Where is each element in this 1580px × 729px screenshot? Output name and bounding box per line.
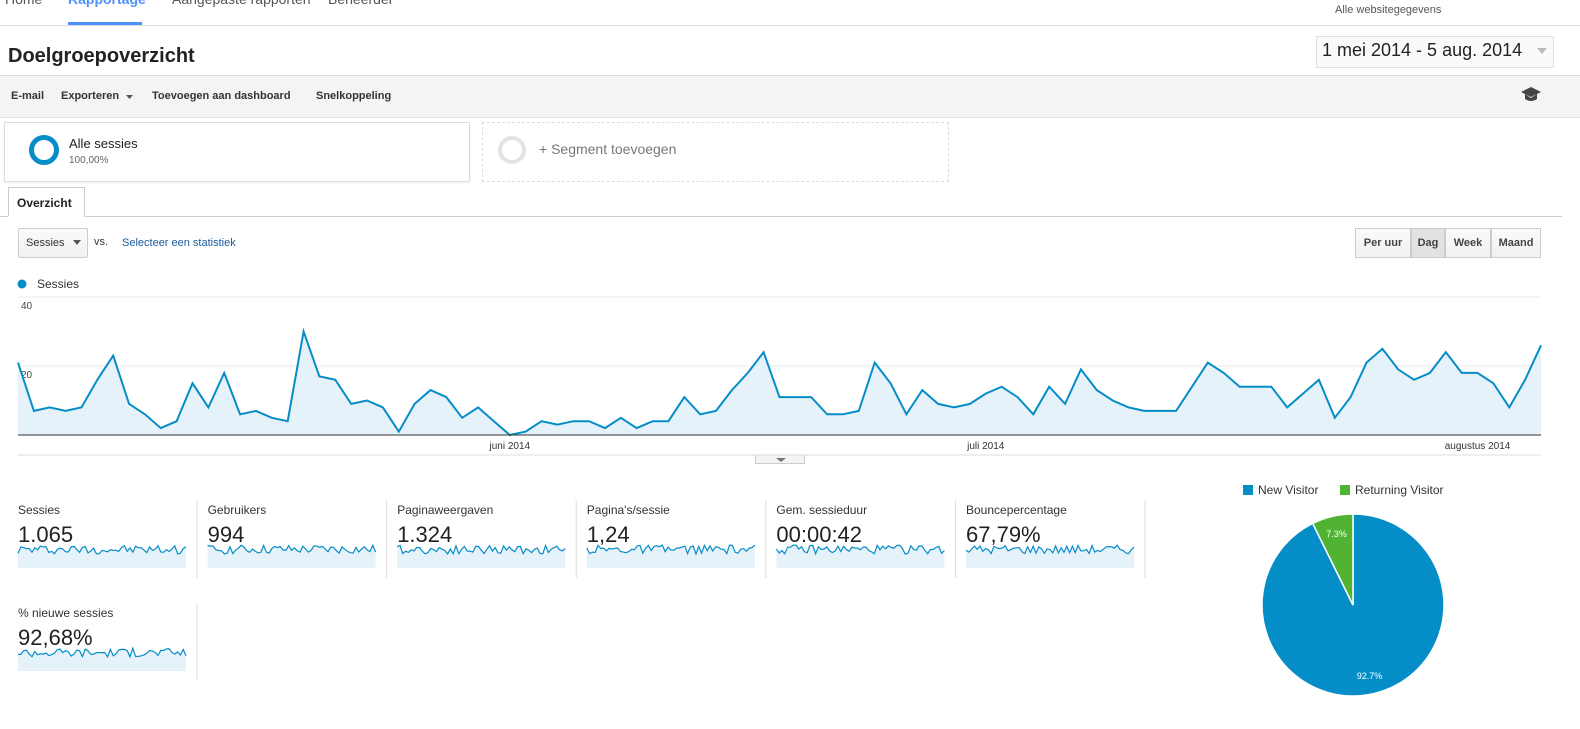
active-tab-underline bbox=[68, 22, 142, 25]
compare-link[interactable]: Selecteer een statistiek bbox=[122, 237, 236, 249]
top-nav-border bbox=[0, 25, 1580, 26]
segment-add-box[interactable] bbox=[482, 122, 949, 182]
area bbox=[18, 331, 1541, 435]
metric-value: 994 bbox=[207, 522, 245, 547]
metric-value: 1,24 bbox=[586, 522, 630, 547]
y-tick-label: 40 bbox=[21, 301, 33, 312]
line bbox=[17, 327, 1542, 437]
segment-add[interactable]: + Segment toevoegen bbox=[539, 141, 677, 157]
metric-label: Pagina's/sessie bbox=[586, 503, 670, 517]
sparkline-area bbox=[397, 545, 566, 568]
slice-label: 92.7% bbox=[1357, 671, 1383, 681]
legend-swatch bbox=[1340, 485, 1350, 495]
x-tick-label: juni 2014 bbox=[489, 441, 531, 452]
period-button[interactable]: Per uur bbox=[1355, 228, 1411, 258]
page-title: Doelgroepoverzicht bbox=[8, 45, 195, 67]
metric-value: 67,79% bbox=[966, 522, 1041, 547]
toolbar-bg bbox=[0, 76, 1580, 118]
sparkline-area bbox=[586, 545, 755, 568]
sparkline bbox=[586, 543, 756, 556]
sparkline bbox=[775, 544, 945, 556]
legend-label: New Visitor bbox=[1258, 483, 1318, 497]
sparkline bbox=[965, 543, 1135, 555]
tab-box[interactable] bbox=[8, 187, 85, 217]
sparkline bbox=[207, 543, 377, 555]
x-tick-label: augustus 2014 bbox=[1445, 441, 1511, 452]
legend-label: Sessies bbox=[37, 277, 79, 291]
y-tick-label: 20 bbox=[21, 370, 33, 381]
metric-select[interactable]: Sessies bbox=[26, 237, 65, 249]
legend-swatch bbox=[1243, 485, 1253, 495]
sparkline bbox=[18, 646, 187, 659]
dropdown-arrow bbox=[73, 240, 81, 245]
metric-value: 92,68% bbox=[18, 625, 93, 650]
metric-value: 00:00:42 bbox=[776, 522, 863, 547]
toolbar-item[interactable]: Exporteren bbox=[61, 90, 120, 102]
tab-line bbox=[0, 216, 1562, 217]
metric-value: 1.065 bbox=[18, 522, 74, 547]
segment-share: 100,00% bbox=[69, 155, 109, 166]
header-border bbox=[0, 75, 1580, 76]
slice-label: 7.3% bbox=[1326, 529, 1347, 539]
nav-item[interactable]: Beheerder bbox=[328, 0, 393, 7]
pie-slice bbox=[1311, 513, 1354, 606]
sparkline bbox=[17, 544, 187, 555]
segment-add-ring bbox=[498, 136, 526, 164]
sparkline-area bbox=[207, 545, 376, 568]
toolbar-item[interactable]: Toevoegen aan dashboard bbox=[152, 90, 291, 102]
export-arrow bbox=[126, 95, 133, 99]
metric-label: Sessies bbox=[18, 503, 61, 517]
period-button[interactable]: Maand bbox=[1491, 228, 1541, 258]
date-arrow[interactable] bbox=[1537, 48, 1548, 55]
date-range[interactable]: 1 mei 2014 - 5 aug. 2014 bbox=[1322, 40, 1523, 60]
metric-value: 1.324 bbox=[397, 522, 453, 547]
segment-box[interactable] bbox=[4, 122, 470, 182]
vs-label: vs. bbox=[94, 236, 109, 248]
sparkline-area bbox=[776, 545, 945, 568]
period-button[interactable]: Dag bbox=[1411, 228, 1445, 258]
nav-item[interactable]: Aangepaste rapporten bbox=[172, 0, 311, 7]
segment-name[interactable]: Alle sessies bbox=[69, 136, 138, 151]
legend-dot bbox=[17, 279, 27, 289]
grad-cap-icon[interactable] bbox=[1520, 86, 1542, 104]
nav-item[interactable]: Rapportage bbox=[68, 0, 146, 7]
metric-label: % nieuwe sessies bbox=[18, 606, 114, 620]
metric-label: Bouncepercentage bbox=[966, 503, 1067, 517]
collapse-arrow bbox=[776, 458, 786, 462]
x-tick-label: juli 2014 bbox=[966, 441, 1005, 452]
sparkline bbox=[396, 543, 566, 556]
period-button[interactable]: Week bbox=[1445, 228, 1491, 258]
sparkline-area bbox=[966, 545, 1134, 568]
account-name[interactable]: Alle websitegegevens bbox=[1335, 4, 1442, 16]
nav-item[interactable]: Home bbox=[5, 0, 42, 7]
toolbar-item[interactable]: E-mail bbox=[11, 90, 45, 102]
sparkline-area bbox=[18, 648, 186, 671]
toolbar-item[interactable]: Snelkoppeling bbox=[316, 90, 392, 102]
legend-label: Returning Visitor bbox=[1355, 483, 1444, 497]
date-box[interactable] bbox=[1316, 36, 1554, 68]
segment-ring bbox=[29, 135, 59, 165]
metric-label: Gem. sessieduur bbox=[776, 503, 868, 517]
metric-label: Gebruikers bbox=[207, 503, 267, 517]
sparkline-area bbox=[18, 545, 186, 568]
metric-label: Paginaweergaven bbox=[397, 503, 494, 517]
tab-label[interactable]: Overzicht bbox=[17, 196, 72, 210]
